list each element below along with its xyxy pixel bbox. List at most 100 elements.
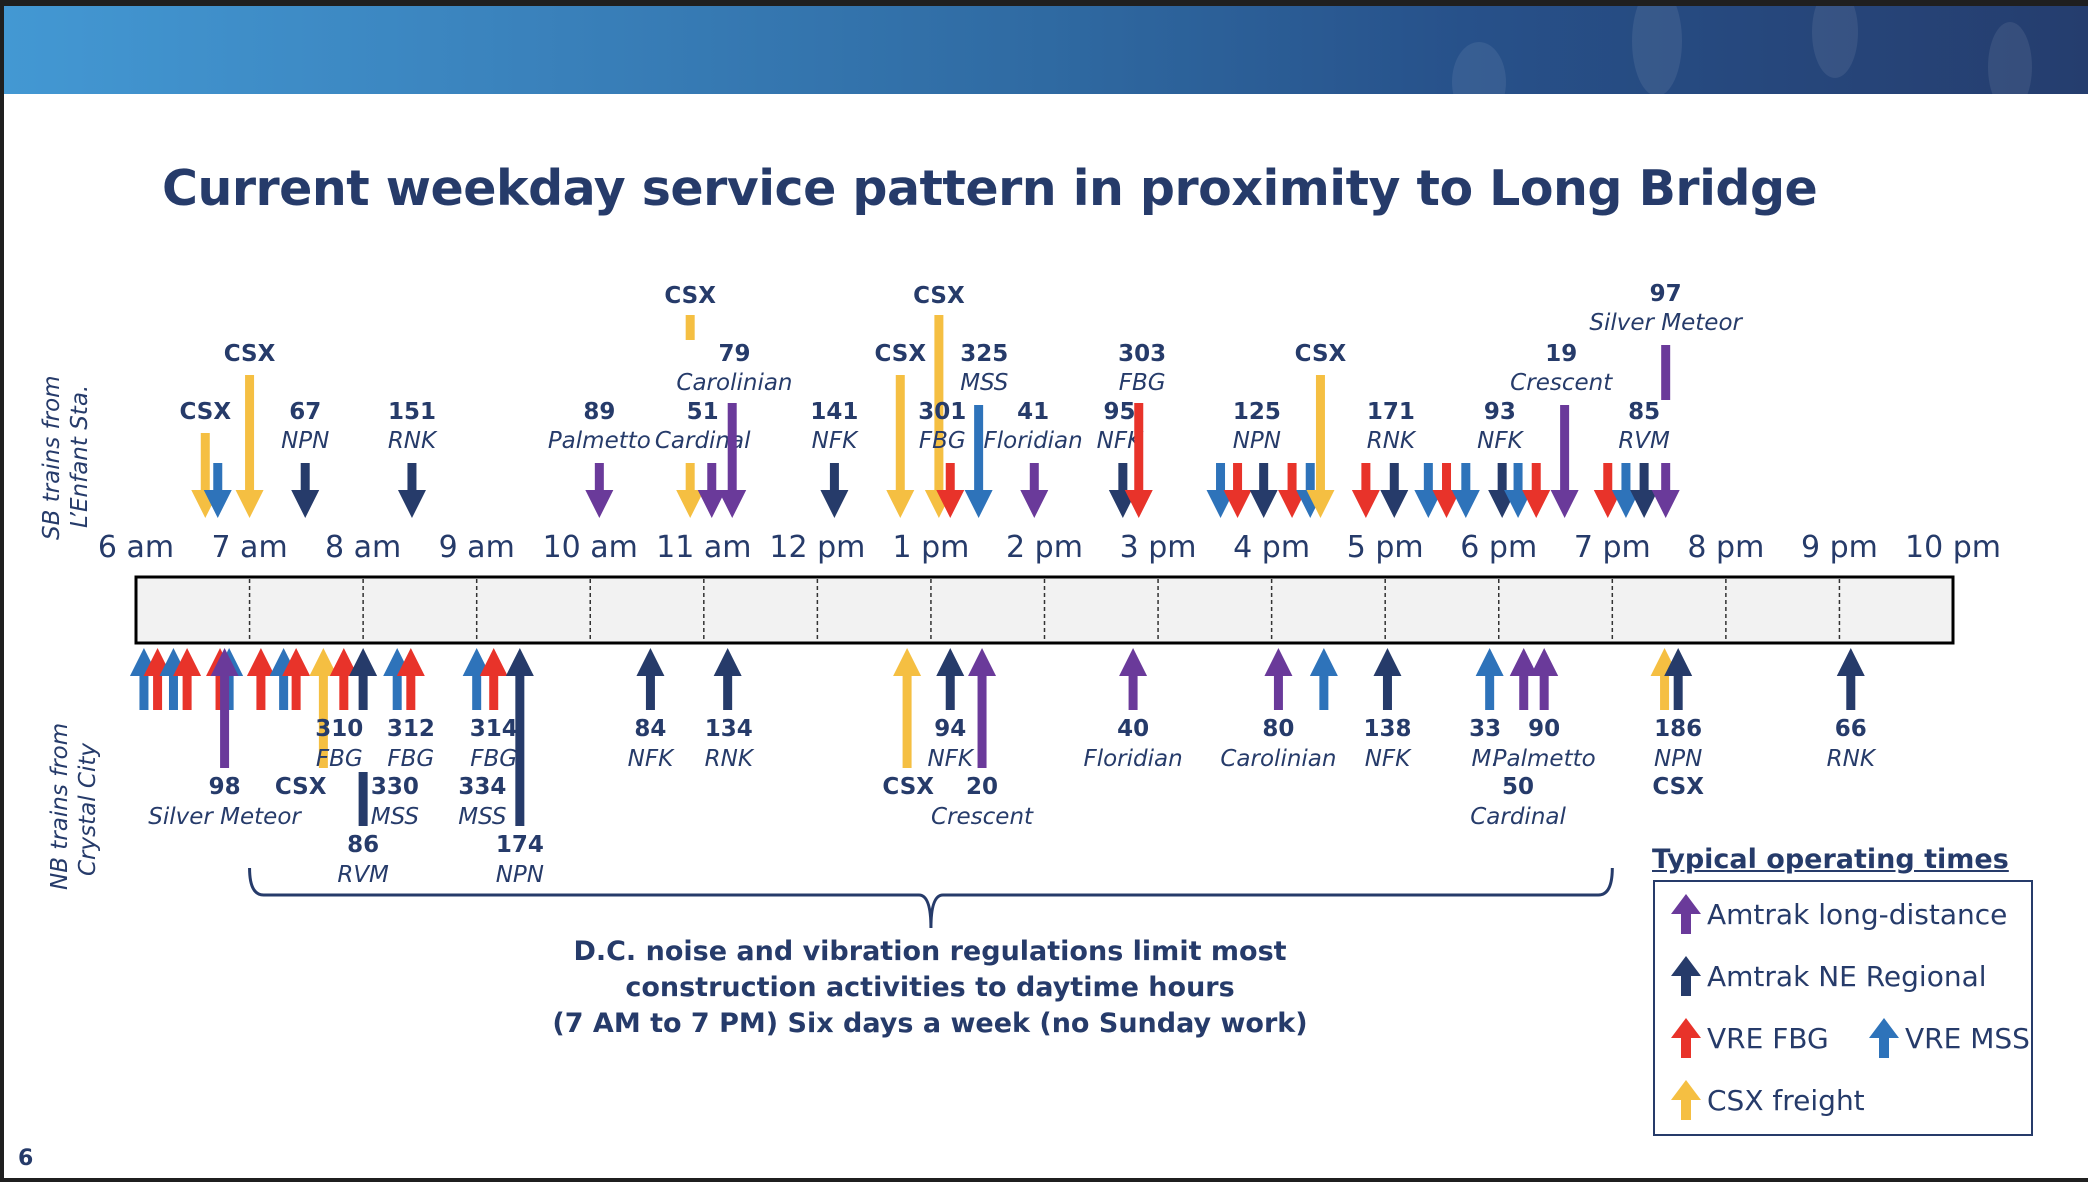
train-number-label: 93 (1484, 399, 1516, 425)
sb-arrow-shaft (1233, 463, 1243, 490)
sb-arrow-head (1651, 490, 1680, 518)
sb-train-151: 151 RNK (388, 399, 438, 518)
sb-arrow-head (1593, 490, 1622, 518)
sb-arrow-head (676, 490, 705, 518)
nb-train-314: 314 FBG (470, 648, 518, 772)
sb-train-125: 125 NPN (1233, 399, 1281, 518)
daytime-bracket (248, 867, 1614, 929)
legend-item-csx-freight: CSX freight (1671, 1080, 1865, 1120)
sb-arrow-head (1630, 490, 1659, 518)
nb-arrow-shaft (358, 676, 368, 710)
nb-arrow-shaft (1273, 676, 1283, 710)
sb-arrow-shaft (685, 463, 695, 490)
note-line-2: construction activities to daytime hours (625, 972, 1235, 1003)
train-route-label: RNK (388, 428, 438, 454)
train-number-label: 334 (458, 774, 506, 800)
sb-arrow-shaft (1361, 463, 1371, 490)
train-route-label: Cardinal (1470, 804, 1566, 830)
nb-arrow-shaft (489, 676, 499, 710)
nb-arrow-shaft (515, 676, 525, 826)
tick-label: 6 am (98, 530, 174, 565)
sb-arrow-shaft (945, 463, 955, 490)
train-number-label: CSX (1652, 774, 1704, 800)
train-route-label: M. (1472, 746, 1499, 772)
train-number-label: 325 (960, 341, 1008, 367)
legend-label: VRE MSS (1905, 1021, 2030, 1055)
sb-arrow-segment (1661, 345, 1671, 400)
hour-tick-labels: 6 am 7 am 8 am 9 am 10 am 11 am 12 pm 1 pm 2 pm 3… (98, 530, 2001, 565)
banner-decoration (1988, 22, 2032, 94)
sb-arrow-shaft (1259, 463, 1269, 490)
sb-arrow-shaft (213, 463, 223, 490)
sb-arrow-shaft (407, 463, 417, 490)
train-route-label: Carolinian (676, 370, 792, 396)
nb-arrow-head (396, 648, 425, 676)
tick-label: 7 pm (1574, 530, 1651, 565)
train-number-label: 314 (470, 716, 518, 742)
sb-train-41: 41 Floridian (984, 399, 1083, 518)
tick-label: 2 pm (1006, 530, 1083, 565)
sb-arrow-shaft (974, 405, 984, 490)
sb-train-vre_fbg (1223, 463, 1252, 518)
train-route-label: Palmetto (1493, 746, 1596, 772)
sb-arrow-head (1249, 490, 1278, 518)
tick-label: 12 pm (769, 530, 865, 565)
legend-label: Amtrak long-distance (1707, 897, 2008, 931)
sb-arrow-head (1020, 490, 1049, 518)
train-route-label: FBG (1119, 370, 1166, 396)
legend-label: CSX freight (1707, 1083, 1865, 1117)
tick-label: 8 pm (1687, 530, 1764, 565)
sb-arrow-shaft (1531, 463, 1541, 490)
sb-train-19: 19 Crescent (1510, 341, 1613, 518)
nb-arrow-head (349, 648, 378, 676)
nb-train-94: 94 NFK (927, 648, 975, 772)
train-number-label: CSX (179, 399, 231, 425)
train-number-label: 125 (1233, 399, 1281, 425)
nb-train-138: 138 NFK (1363, 648, 1412, 772)
nb-arrow-head (309, 648, 338, 676)
sb-arrow-head (585, 490, 614, 518)
nb-arrow-head (246, 648, 275, 676)
sb-arrow-shaft (1423, 463, 1433, 490)
window-frame-left (0, 0, 4, 1182)
window-frame-bottom (0, 1178, 2088, 1182)
hour-gridlines (248, 579, 1841, 641)
train-route-label: Carolinian (1220, 746, 1336, 772)
nb-arrow-shaft (723, 676, 733, 710)
train-number-label: 310 (315, 716, 363, 742)
sb-arrow-head (1124, 490, 1153, 518)
sb-train-CSX: CSX (224, 341, 276, 518)
sb-arrow-shaft (594, 463, 604, 490)
train-number-label: 67 (289, 399, 321, 425)
nb-arrow-head (1373, 648, 1402, 676)
sb-arrow-shaft (1305, 463, 1315, 490)
nb-arrow-shaft (406, 676, 416, 710)
nb-arrow-head (173, 648, 202, 676)
sb-arrow-shaft (1389, 463, 1399, 490)
train-number-label: 85 (1628, 399, 1660, 425)
nb-train-CSX: CSX (275, 648, 338, 800)
sb-train-CSX: CSX (1295, 341, 1347, 518)
train-route-label: FBG (316, 746, 363, 772)
train-route-label: Silver Meteor (148, 804, 302, 830)
train-route-label: RVM (1618, 428, 1670, 454)
sb-train-89: 89 Palmetto (548, 399, 651, 518)
tick-label: 4 pm (1233, 530, 1310, 565)
nb-arrow-shaft (215, 676, 225, 710)
sb-arrow-shaft (1461, 463, 1471, 490)
tick-label: 7 am (211, 530, 287, 565)
train-number-label: 98 (209, 774, 241, 800)
sb-arrow-shaft (1315, 375, 1325, 490)
legend-item-amtrak-ne-regional: Amtrak NE Regional (1671, 956, 1987, 996)
nb-train-310: 310 FBG (315, 648, 363, 772)
train-route-label: NFK (812, 428, 859, 454)
train-number-label: 151 (388, 399, 436, 425)
train-route-label: Crescent (1510, 370, 1613, 396)
note-line-3: (7 AM to 7 PM) Six days a week (no Sunda… (552, 1008, 1308, 1039)
train-number-label: 86 (347, 832, 379, 858)
southbound-trains: CSXCSX67NPN151RNK89PalmettoCSX51Cardinal… (179, 281, 1744, 518)
nb-arrow-head (713, 648, 742, 676)
sb-train-93: 93 NFK (1477, 399, 1525, 518)
train-number-label: 90 (1528, 716, 1560, 742)
sb-arrow-shaft (1560, 405, 1570, 490)
